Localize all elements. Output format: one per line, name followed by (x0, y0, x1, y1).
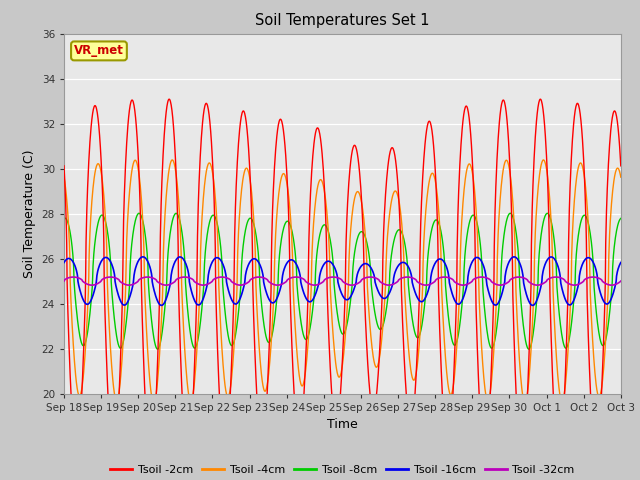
Text: VR_met: VR_met (74, 44, 124, 58)
Legend: Tsoil -2cm, Tsoil -4cm, Tsoil -8cm, Tsoil -16cm, Tsoil -32cm: Tsoil -2cm, Tsoil -4cm, Tsoil -8cm, Tsoi… (106, 460, 579, 479)
Y-axis label: Soil Temperature (C): Soil Temperature (C) (23, 149, 36, 278)
Title: Soil Temperatures Set 1: Soil Temperatures Set 1 (255, 13, 429, 28)
X-axis label: Time: Time (327, 418, 358, 431)
